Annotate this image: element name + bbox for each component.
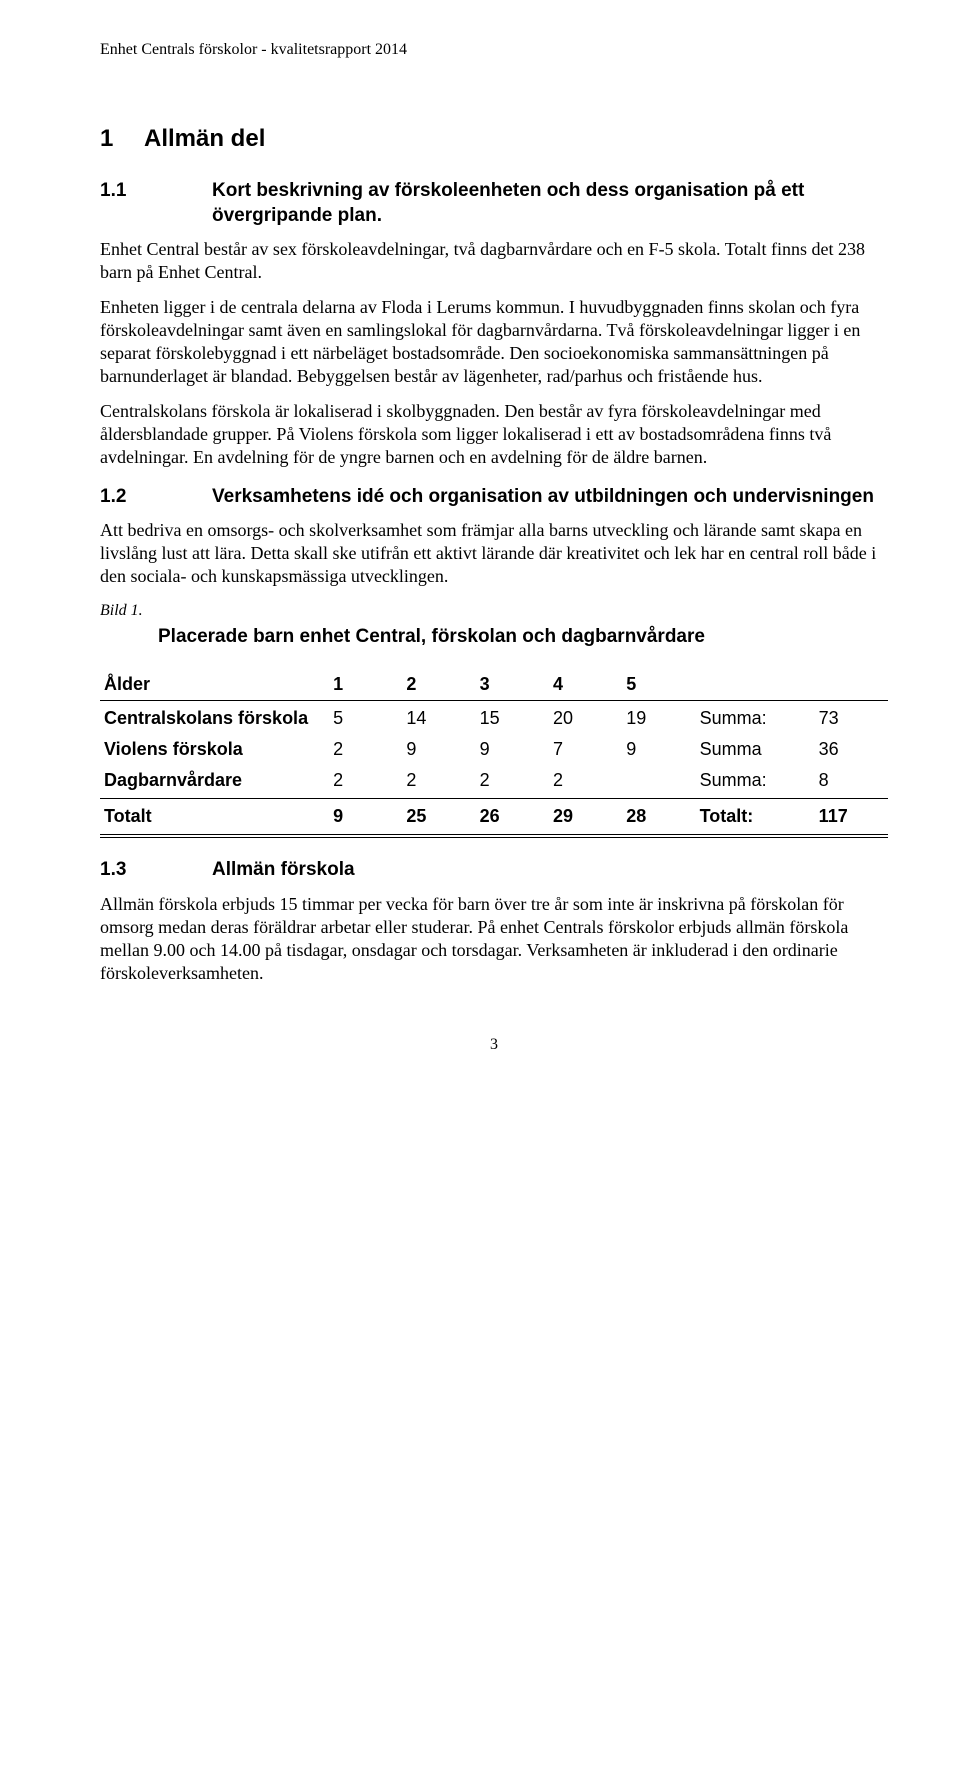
- table-header-age: 2: [402, 669, 475, 701]
- chart-title: Placerade barn enhet Central, förskolan …: [158, 625, 888, 649]
- cell: 5: [329, 701, 402, 735]
- sum-label: Summa: [696, 734, 815, 765]
- paragraph: Att bedriva en omsorgs- och skolverksamh…: [100, 519, 888, 588]
- table-header-age: 4: [549, 669, 622, 701]
- cell: 9: [476, 734, 549, 765]
- cell: 14: [402, 701, 475, 735]
- heading-1-1: 1.1 Kort beskrivning av förskoleenheten …: [100, 179, 888, 228]
- cell: 2: [549, 765, 622, 799]
- placements-table: Ålder 1 2 3 4 5 Centralskolans förskola …: [100, 669, 888, 838]
- cell: 9: [622, 734, 695, 765]
- total-sum-label: Totalt:: [696, 799, 815, 837]
- cell: 29: [549, 799, 622, 837]
- cell: 7: [549, 734, 622, 765]
- cell: 9: [402, 734, 475, 765]
- heading-1-1-title: Kort beskrivning av förskoleenheten och …: [212, 179, 888, 228]
- cell: 28: [622, 799, 695, 837]
- cell: 2: [476, 765, 549, 799]
- table-header-blank: [815, 669, 888, 701]
- figure-caption: Bild 1.: [100, 601, 888, 621]
- sum-label: Summa:: [696, 765, 815, 799]
- heading-1: 1Allmän del: [100, 124, 888, 155]
- paragraph: Allmän förskola erbjuds 15 timmar per ve…: [100, 893, 888, 985]
- heading-1-3: 1.3 Allmän förskola: [100, 858, 888, 882]
- sum-label: Summa:: [696, 701, 815, 735]
- table-header-age: 5: [622, 669, 695, 701]
- table-row: Centralskolans förskola 5 14 15 20 19 Su…: [100, 701, 888, 735]
- heading-1-1-num: 1.1: [100, 179, 212, 228]
- row-label: Violens förskola: [100, 734, 329, 765]
- table-header-row: Ålder 1 2 3 4 5: [100, 669, 888, 701]
- cell: 9: [329, 799, 402, 837]
- table-header-age: 3: [476, 669, 549, 701]
- cell: 15: [476, 701, 549, 735]
- sum-value: 36: [815, 734, 888, 765]
- heading-1-2: 1.2 Verksamhetens idé och organisation a…: [100, 485, 888, 509]
- page-number: 3: [100, 1035, 888, 1055]
- heading-1-2-title: Verksamhetens idé och organisation av ut…: [212, 485, 888, 509]
- heading-1-2-num: 1.2: [100, 485, 212, 509]
- paragraph: Enhet Central består av sex förskoleavde…: [100, 238, 888, 284]
- table-header-blank: [696, 669, 815, 701]
- table-row: Violens förskola 2 9 9 7 9 Summa 36: [100, 734, 888, 765]
- total-label: Totalt: [100, 799, 329, 837]
- paragraph: Centralskolans förskola är lokaliserad i…: [100, 400, 888, 469]
- table-header-label: Ålder: [100, 669, 329, 701]
- table-row: Dagbarnvårdare 2 2 2 2 Summa: 8: [100, 765, 888, 799]
- table-total-row: Totalt 9 25 26 29 28 Totalt: 117: [100, 799, 888, 837]
- cell: 20: [549, 701, 622, 735]
- cell: 19: [622, 701, 695, 735]
- cell: 2: [402, 765, 475, 799]
- row-label: Centralskolans förskola: [100, 701, 329, 735]
- paragraph: Enheten ligger i de centrala delarna av …: [100, 296, 888, 388]
- page-header: Enhet Centrals förskolor - kvalitetsrapp…: [100, 40, 888, 60]
- cell: 2: [329, 765, 402, 799]
- cell: 25: [402, 799, 475, 837]
- table-header-age: 1: [329, 669, 402, 701]
- cell: 2: [329, 734, 402, 765]
- sum-value: 8: [815, 765, 888, 799]
- heading-1-3-title: Allmän förskola: [212, 858, 888, 882]
- heading-1-num: 1: [100, 124, 144, 155]
- row-label: Dagbarnvårdare: [100, 765, 329, 799]
- cell: [622, 765, 695, 799]
- sum-value: 73: [815, 701, 888, 735]
- heading-1-title: Allmän del: [144, 125, 265, 152]
- total-sum-value: 117: [815, 799, 888, 837]
- heading-1-3-num: 1.3: [100, 858, 212, 882]
- cell: 26: [476, 799, 549, 837]
